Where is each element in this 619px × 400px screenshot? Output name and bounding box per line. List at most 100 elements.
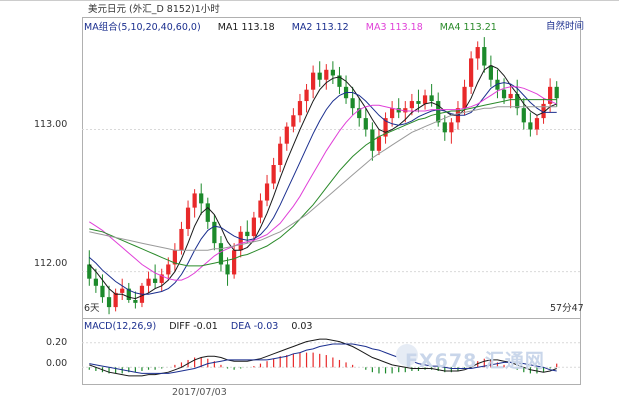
price-tick-113: 113.00 bbox=[34, 119, 68, 130]
candle-body bbox=[488, 65, 493, 80]
candle bbox=[113, 288, 118, 312]
candle-body bbox=[317, 72, 322, 80]
candle-body bbox=[390, 108, 395, 119]
time-right-label: 57分47 bbox=[550, 303, 584, 314]
candle-body bbox=[515, 93, 520, 109]
candle bbox=[93, 268, 98, 293]
macd-marks bbox=[88, 338, 558, 377]
ma-legend: MA组合(5,10,20,40,60,0) MA1 113.18 MA2 113… bbox=[84, 19, 511, 33]
watermark-logo-icon bbox=[396, 344, 418, 366]
ma2-label: MA2 113.12 bbox=[291, 22, 349, 33]
candle bbox=[258, 193, 263, 224]
candle-body bbox=[238, 231, 243, 251]
candle-body bbox=[311, 72, 316, 90]
candle-body bbox=[291, 115, 296, 127]
candle bbox=[297, 93, 303, 123]
candle bbox=[232, 243, 237, 279]
candle-body bbox=[93, 278, 98, 286]
candle-body bbox=[205, 203, 210, 222]
candle-body bbox=[482, 47, 487, 66]
candle bbox=[284, 122, 289, 151]
candle-body bbox=[284, 126, 289, 144]
candle bbox=[199, 183, 204, 215]
ma-line-ma60 bbox=[89, 106, 557, 251]
candle bbox=[541, 98, 546, 124]
candle bbox=[185, 200, 191, 237]
candle bbox=[245, 220, 250, 244]
macd-tick-020: 0.20 bbox=[46, 337, 68, 348]
macd-line-dea bbox=[89, 343, 557, 374]
macd-tick-000: 0.00 bbox=[46, 358, 68, 369]
candle-body bbox=[449, 122, 454, 133]
candle bbox=[324, 64, 329, 90]
candle bbox=[396, 98, 401, 119]
ma4-label: MA4 113.21 bbox=[439, 22, 497, 33]
candle-body bbox=[363, 118, 368, 130]
candle-body bbox=[330, 69, 335, 76]
candle bbox=[330, 61, 335, 84]
candle-body bbox=[126, 288, 131, 300]
candle bbox=[515, 79, 520, 116]
candle bbox=[100, 274, 105, 303]
candle-body bbox=[501, 89, 507, 99]
candle bbox=[179, 221, 184, 255]
candle-body bbox=[416, 101, 421, 104]
date-label: 2017/07/03 bbox=[172, 387, 227, 398]
time-mode-label[interactable]: 自然时间 bbox=[546, 21, 585, 32]
candle-body bbox=[370, 129, 375, 151]
candle-body bbox=[554, 86, 559, 99]
candle-body bbox=[100, 285, 105, 298]
candle-body bbox=[106, 297, 112, 308]
macd-diff-label: DIFF -0.01 bbox=[169, 321, 218, 332]
candle bbox=[528, 112, 533, 137]
candle-body bbox=[396, 108, 401, 113]
candle-body bbox=[508, 93, 513, 99]
candle-body bbox=[113, 292, 118, 308]
candle-body bbox=[475, 47, 480, 59]
price-tick-112: 112.00 bbox=[34, 258, 68, 269]
ma-line-ma1 bbox=[88, 64, 557, 300]
candle-body bbox=[232, 250, 237, 275]
candle-body bbox=[337, 75, 342, 87]
candle bbox=[166, 257, 171, 281]
candle-body bbox=[159, 274, 164, 283]
candle-body bbox=[541, 103, 546, 119]
candle bbox=[383, 112, 388, 144]
candle-body bbox=[264, 183, 270, 201]
ma-line-ma4 bbox=[89, 99, 557, 267]
candle-body bbox=[350, 98, 355, 109]
candle-body bbox=[87, 264, 92, 279]
candle bbox=[126, 282, 131, 303]
candle-body bbox=[422, 95, 428, 104]
candle bbox=[482, 37, 487, 73]
moving-average-lines bbox=[88, 64, 557, 300]
candle bbox=[422, 89, 428, 110]
candle-body bbox=[120, 288, 125, 293]
candle bbox=[317, 61, 322, 87]
candle-body bbox=[409, 101, 414, 109]
candle-body bbox=[172, 250, 177, 265]
candle bbox=[159, 268, 164, 292]
candle-body bbox=[166, 264, 171, 275]
candle bbox=[291, 108, 296, 133]
candle-body bbox=[251, 217, 256, 237]
candle bbox=[363, 108, 368, 137]
ma3-label: MA3 113.18 bbox=[365, 22, 423, 33]
candle-body bbox=[376, 136, 382, 151]
candle-body bbox=[324, 69, 329, 80]
price-marks bbox=[87, 37, 559, 315]
candle-body bbox=[192, 193, 197, 208]
candle bbox=[264, 174, 270, 207]
candle-body bbox=[521, 108, 526, 123]
candle-body bbox=[442, 122, 447, 133]
candle-body bbox=[199, 193, 204, 204]
candle bbox=[442, 115, 447, 141]
macd-value-label: 0.03 bbox=[291, 321, 313, 332]
ma-line-ma2 bbox=[88, 82, 557, 295]
candle bbox=[554, 81, 559, 107]
candle bbox=[212, 214, 217, 251]
watermark: FX678 汇通网 bbox=[405, 350, 545, 372]
candle-body bbox=[528, 122, 533, 130]
candle bbox=[488, 55, 493, 87]
candle bbox=[508, 84, 513, 109]
